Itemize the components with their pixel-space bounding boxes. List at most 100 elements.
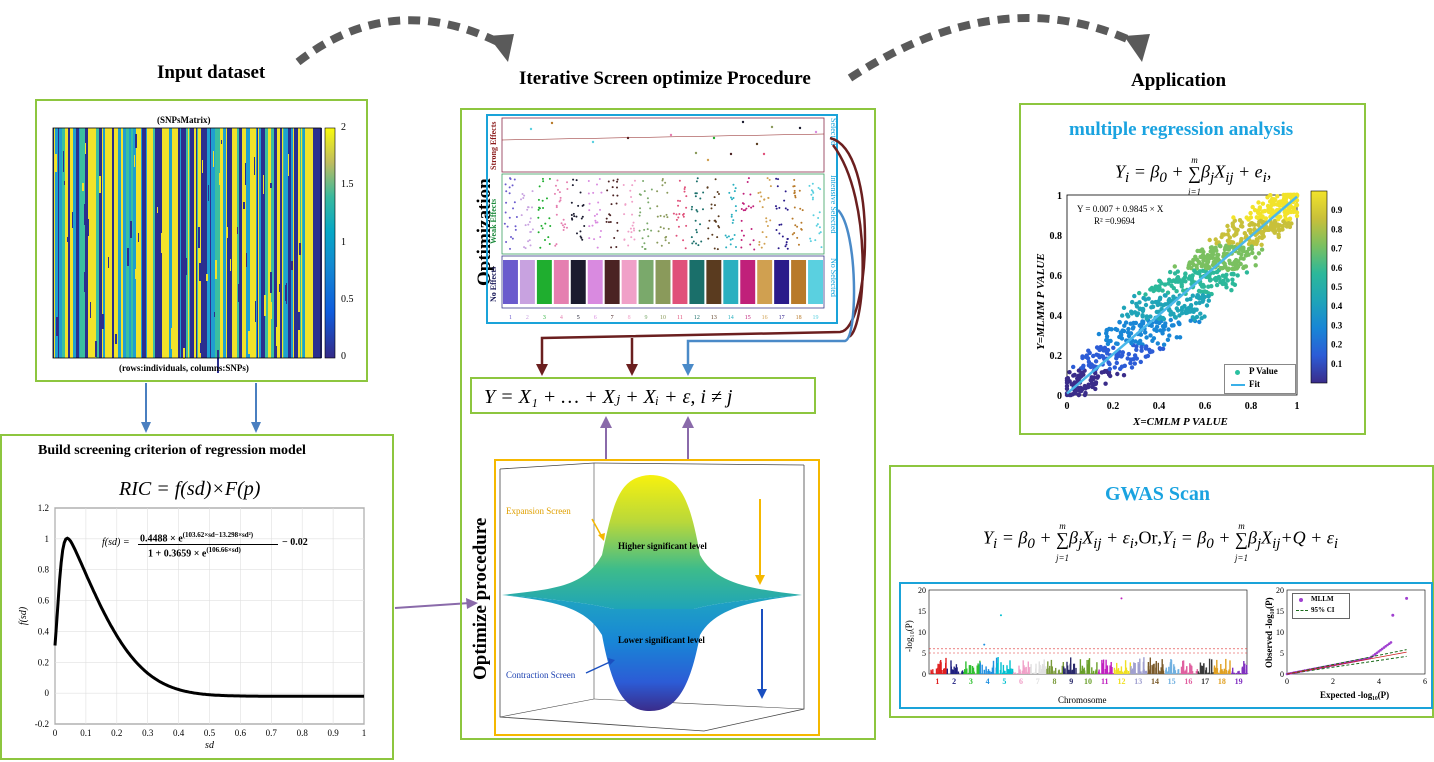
mra-point	[1115, 328, 1119, 332]
manhattan-bar	[1162, 673, 1163, 674]
mra-ytick: 0.2	[1050, 351, 1063, 362]
lower-level-label: Lower significant level	[618, 635, 705, 645]
mra-xtick: 0.2	[1107, 401, 1120, 412]
manhattan-ytick: 0	[922, 670, 926, 679]
mra-cbar-tick: 0.6	[1331, 263, 1343, 273]
mra-point	[1289, 221, 1293, 225]
manhattan-bar	[1120, 671, 1121, 674]
manhattan-bar	[1015, 673, 1016, 675]
manhattan-bar	[1236, 673, 1237, 674]
mra-point	[1218, 244, 1222, 248]
manhattan-chrom-label: 4	[986, 677, 990, 686]
manhattan-bar	[1198, 671, 1199, 674]
mra-point	[1170, 279, 1174, 283]
manhattan-bar	[1118, 668, 1119, 674]
manhattan-bar	[1042, 664, 1043, 674]
mra-point	[1157, 288, 1161, 292]
mra-point	[1216, 253, 1220, 257]
manhattan-bar	[1182, 661, 1183, 674]
mra-point	[1134, 348, 1138, 352]
mra-point	[1175, 306, 1179, 310]
mra-point	[1150, 300, 1154, 304]
manhattan-bar	[958, 672, 959, 675]
mra-point	[1073, 391, 1077, 395]
mra-point	[1097, 332, 1101, 336]
mra-point	[1282, 196, 1286, 200]
manhattan-bar	[1049, 671, 1050, 674]
mra-point	[1104, 338, 1108, 342]
mra-point	[1177, 278, 1181, 282]
mra-point	[1276, 217, 1280, 221]
manhattan-bar	[1153, 664, 1154, 674]
mra-point	[1135, 304, 1139, 308]
fsd-xtick: 0.4	[173, 728, 185, 738]
manhattan-bar	[1011, 672, 1012, 674]
manhattan-bar	[1238, 671, 1239, 674]
qq-legend: MLLM 95% CI	[1292, 593, 1350, 619]
manhattan-bar	[1055, 668, 1056, 674]
mra-r2: R² =0.9694	[1094, 216, 1135, 226]
mra-point	[1136, 341, 1140, 345]
manhattan-bar	[1019, 672, 1020, 674]
manhattan-bar	[930, 670, 931, 674]
manhattan-bar	[1121, 666, 1122, 674]
mra-point	[1143, 330, 1147, 334]
mra-point	[1268, 227, 1272, 231]
mra-point	[1146, 354, 1150, 358]
manhattan-bar	[1237, 671, 1238, 674]
mra-point	[1130, 311, 1134, 315]
manhattan-peak	[1000, 614, 1002, 616]
mra-point	[1214, 248, 1218, 252]
mra-point	[1246, 217, 1250, 221]
manhattan-bar	[1181, 667, 1182, 674]
manhattan-bar	[1226, 670, 1227, 674]
manhattan-bar	[1026, 667, 1027, 674]
mra-point	[1133, 361, 1137, 365]
mra-point	[1221, 274, 1225, 278]
mra-point	[1232, 226, 1236, 230]
mra-point	[1106, 348, 1110, 352]
mra-point	[1241, 247, 1245, 251]
mra-xtick: 0.4	[1153, 401, 1166, 412]
manhattan-bar	[1148, 662, 1149, 674]
mra-point	[1220, 232, 1224, 236]
manhattan-bar	[997, 663, 998, 674]
manhattan-chrom-label: 10	[1084, 677, 1092, 686]
manhattan-bar	[1173, 668, 1174, 674]
mra-point	[1231, 221, 1235, 225]
mra-point	[1198, 289, 1202, 293]
manhattan-bar	[992, 668, 993, 674]
mra-point	[1198, 249, 1202, 253]
manhattan-bar	[1083, 669, 1084, 674]
mra-point	[1150, 349, 1154, 353]
mra-point	[1199, 316, 1203, 320]
mra-point	[1275, 194, 1279, 198]
mra-point	[1223, 245, 1227, 249]
mra-point	[1226, 232, 1230, 236]
mra-point	[1100, 370, 1104, 374]
mra-point	[1065, 381, 1069, 385]
manhattan-bar	[1140, 671, 1141, 674]
manhattan-bar	[956, 667, 957, 674]
mra-point	[1200, 284, 1204, 288]
mra-point	[1273, 198, 1277, 202]
manhattan-chrom-label: 6	[1019, 677, 1023, 686]
mra-point	[1161, 303, 1165, 307]
mra-point	[1130, 365, 1134, 369]
mra-point	[1281, 201, 1285, 205]
mra-point	[1115, 372, 1119, 376]
mra-point	[1240, 224, 1244, 228]
fsd-xtick: 0	[53, 728, 58, 738]
mra-point	[1205, 303, 1209, 307]
manhattan-bar	[1063, 667, 1064, 675]
mra-xtick: 0.8	[1245, 401, 1258, 412]
fsd-ytick: 0.2	[38, 657, 49, 667]
manhattan-chrom-label: 5	[1002, 677, 1006, 686]
manhattan-bar	[1228, 671, 1229, 674]
mra-point	[1250, 244, 1254, 248]
manhattan-chrom-label: 3	[969, 677, 973, 686]
mra-cbar-tick: 0.4	[1331, 301, 1343, 311]
mra-xtick: 0	[1065, 401, 1070, 412]
mra-point	[1234, 232, 1238, 236]
mra-point	[1207, 299, 1211, 303]
